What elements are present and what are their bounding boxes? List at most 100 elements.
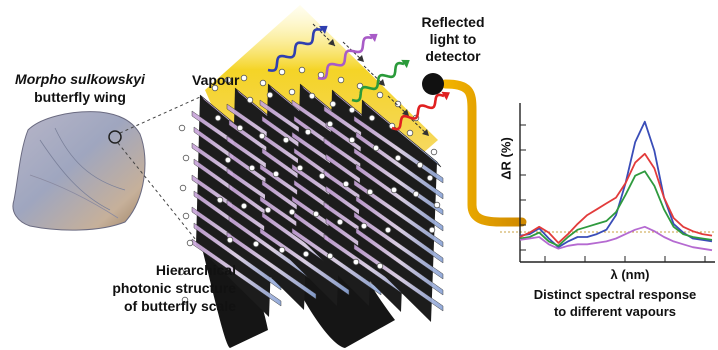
vapour-molecule [360, 222, 368, 230]
butterfly-wing [12, 111, 146, 231]
detector-label-line1: Reflected [421, 14, 485, 30]
vapour-molecule [258, 132, 266, 140]
wing-label: butterfly wing [34, 89, 126, 105]
vapour-molecule [376, 91, 384, 99]
ridge-lamella [353, 243, 444, 312]
vapour-molecule [312, 210, 320, 218]
vapour-molecule [259, 79, 267, 87]
vapour-molecule [181, 296, 189, 304]
vapour-molecule [240, 74, 248, 82]
ridge-lamella [259, 227, 350, 296]
ridge-lamella [355, 163, 444, 232]
ridge-lamella [193, 222, 282, 291]
vapour-molecule [278, 246, 286, 254]
incident-arrow-head [357, 55, 364, 62]
vapour-molecule [368, 114, 376, 122]
reflected-wave [317, 36, 373, 80]
vapour-molecule [394, 100, 402, 108]
incident-arrow-head [378, 79, 385, 86]
ridge-lamella [355, 195, 444, 264]
vapour-molecule [296, 164, 304, 172]
vapour-molecule [278, 68, 286, 76]
y-axis-label: ΔR (%) [498, 137, 514, 180]
vapour-molecule [412, 190, 420, 198]
ridge-top [361, 99, 442, 168]
reflected-wave-head [441, 91, 450, 101]
vapour-molecule [240, 202, 248, 210]
vapour-molecule [352, 258, 360, 266]
ridge-lamella [226, 231, 317, 300]
response-label-line2: to different vapours [553, 304, 677, 319]
vapour-molecule [406, 129, 414, 137]
vapour-molecule [326, 252, 334, 260]
detector-label-line3: detector [425, 48, 481, 64]
incident-light-arrows [312, 23, 430, 137]
vapour-molecule [211, 84, 219, 92]
vapour-molecule [348, 136, 356, 144]
vapour-molecule [366, 188, 374, 196]
ridge-lamella [291, 227, 382, 296]
vapour-molecule [394, 154, 402, 162]
vapour-molecule [430, 148, 438, 156]
structure-label-line3: of butterfly scale [123, 298, 236, 314]
ridge-lamella [353, 179, 444, 248]
vapour-molecule [266, 91, 274, 99]
vapour-molecule [288, 88, 296, 96]
vapour-molecule [298, 66, 306, 74]
reflected-wave [391, 93, 445, 131]
vapour-molecule [236, 124, 244, 132]
vapour-molecule [329, 100, 337, 108]
light-guide [440, 79, 527, 227]
vapour-molecule [282, 136, 290, 144]
vapour-molecule [302, 250, 310, 258]
x-axis-label: λ (nm) [610, 267, 650, 282]
detector-label-line2: light to [429, 31, 477, 47]
vapour-molecule [416, 161, 424, 169]
incident-arrow-head [402, 109, 409, 116]
zoom-line-top [119, 96, 201, 134]
structure-base-left [200, 240, 268, 348]
vapour-molecule [348, 106, 356, 114]
vapour-molecule [318, 172, 326, 180]
reflected-wave [351, 61, 405, 103]
vapour-molecule [182, 212, 190, 220]
vapour-molecule [248, 164, 256, 172]
vapour-molecule [177, 268, 185, 276]
vapour-molecule [214, 114, 222, 122]
vapour-molecule [304, 128, 312, 136]
vapour-molecule [372, 144, 380, 152]
series-line-4 [519, 225, 713, 252]
vapour-molecule [182, 154, 190, 162]
series-line-2 [519, 152, 713, 244]
vapour-molecule [224, 76, 232, 84]
vapour-molecule [342, 180, 350, 188]
vapour-molecule [246, 96, 254, 104]
reflected-wave-head [319, 25, 328, 35]
ridge-lamella [355, 227, 444, 296]
structure-label-line2: photonic structure [112, 280, 236, 296]
wing-spot-marker [108, 130, 122, 144]
vapour-molecule [264, 206, 272, 214]
vapour-molecule [178, 124, 186, 132]
vapour-molecule [288, 208, 296, 216]
detector-icon [422, 73, 444, 95]
structure-label-line1: Hierarchical [155, 262, 236, 278]
vapour-label: Vapour [192, 72, 240, 88]
vapour-molecule [179, 184, 187, 192]
zoom-line-bottom [117, 142, 201, 246]
vapour-molecule [226, 236, 234, 244]
vapour-molecules [177, 66, 441, 304]
vapour-molecule [336, 218, 344, 226]
vapour-molecule [224, 156, 232, 164]
ridge-lamella [353, 147, 444, 216]
reflected-wave-head [369, 33, 378, 43]
vapour-molecule [337, 76, 345, 84]
vapour-molecule [376, 262, 384, 270]
chart-series [519, 120, 713, 252]
vapour-molecule [428, 226, 436, 234]
series-line-3 [519, 170, 713, 247]
vapour-molecule [216, 196, 224, 204]
vapour-molecule [384, 226, 392, 234]
vapour-molecule [390, 186, 398, 194]
